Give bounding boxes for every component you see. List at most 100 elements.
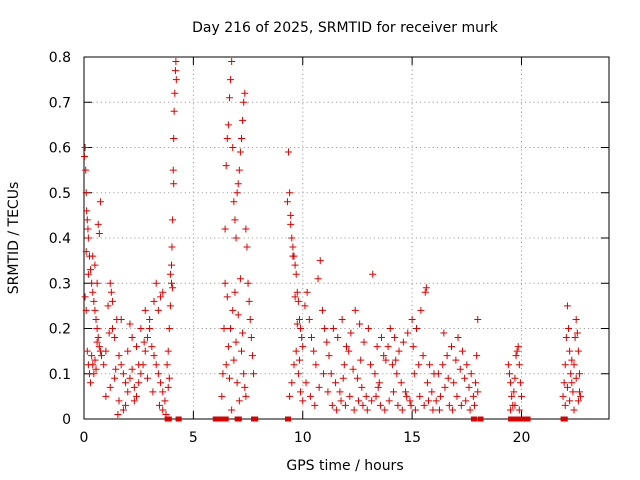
data-point (437, 392, 445, 400)
data-point (288, 234, 296, 242)
data-point (381, 406, 389, 414)
data-point (98, 352, 105, 360)
data-point (449, 406, 457, 414)
data-point (150, 352, 158, 360)
data-point (328, 401, 336, 409)
data-point (295, 356, 303, 364)
data-point (146, 325, 154, 332)
data-point (80, 153, 88, 161)
data-point (364, 325, 372, 332)
data-point (514, 343, 522, 351)
data-point (246, 315, 254, 323)
data-point (294, 370, 302, 378)
data-point (392, 356, 400, 364)
data-point (570, 406, 578, 414)
data-point (568, 356, 576, 364)
x-axis: 0 5 10 15 20 (80, 57, 531, 446)
data-point (470, 401, 478, 409)
x-tick-label: 0 (80, 430, 89, 446)
data-point (229, 306, 237, 314)
data-point (146, 315, 154, 323)
data-point (327, 370, 335, 378)
data-point (105, 329, 113, 337)
data-point (102, 347, 110, 355)
data-point (363, 406, 371, 414)
data-point (112, 365, 120, 373)
data-point (561, 361, 569, 369)
data-point (236, 275, 244, 283)
data-point (371, 370, 379, 378)
data-point (223, 134, 231, 142)
data-point (320, 370, 328, 378)
data-point (137, 325, 145, 332)
data-point (293, 288, 301, 296)
data-point (294, 297, 302, 305)
data-point (84, 234, 92, 242)
data-point (394, 401, 402, 409)
data-point (164, 383, 172, 391)
data-point (325, 352, 333, 360)
data-point (168, 261, 175, 269)
data-point (94, 334, 102, 342)
data-point (570, 361, 578, 369)
data-point (95, 229, 103, 237)
grid (84, 57, 609, 419)
data-point (286, 392, 294, 400)
data-point (515, 361, 523, 369)
data-point (574, 347, 582, 355)
data-point (164, 347, 172, 355)
data-point (398, 406, 406, 414)
data-point (315, 383, 323, 391)
data-point (445, 401, 453, 409)
data-point (417, 306, 425, 314)
data-point (308, 334, 315, 342)
data-point (402, 388, 410, 396)
data-point (231, 288, 239, 296)
zero-value-run (470, 416, 477, 422)
data-point (159, 388, 167, 396)
data-point (362, 392, 370, 400)
data-point (391, 334, 399, 342)
data-point (378, 334, 385, 342)
data-point (159, 406, 167, 414)
data-point (233, 379, 241, 387)
data-point (423, 379, 431, 387)
y-tick-label: 0.4 (49, 231, 71, 247)
data-point (133, 392, 140, 400)
data-point (465, 383, 473, 391)
data-point (395, 347, 403, 355)
data-point (467, 370, 475, 378)
data-point (228, 406, 236, 414)
data-point (230, 356, 238, 364)
data-point (150, 297, 158, 305)
data-point (380, 352, 388, 360)
x-tick-label: 20 (513, 430, 531, 446)
data-point (172, 76, 180, 84)
data-point (169, 166, 177, 174)
data-point (399, 338, 407, 346)
data-point (474, 388, 482, 396)
data-point (135, 379, 143, 387)
data-point (102, 392, 110, 400)
data-point (441, 383, 449, 391)
data-point (473, 352, 481, 360)
data-point (434, 370, 442, 378)
data-point (425, 397, 433, 405)
data-point (224, 121, 232, 129)
data-point (152, 361, 160, 369)
data-point (408, 315, 416, 323)
data-point (341, 401, 349, 409)
data-point (157, 293, 165, 301)
data-point (385, 397, 393, 405)
data-point (367, 361, 375, 369)
data-point (316, 257, 324, 265)
data-point (355, 397, 363, 405)
data-point (141, 306, 149, 314)
data-point (230, 198, 238, 206)
data-point (148, 343, 156, 351)
data-point (420, 401, 428, 409)
data-point (510, 388, 518, 396)
data-point (419, 352, 427, 360)
data-point (568, 379, 576, 387)
data-point (566, 347, 574, 355)
